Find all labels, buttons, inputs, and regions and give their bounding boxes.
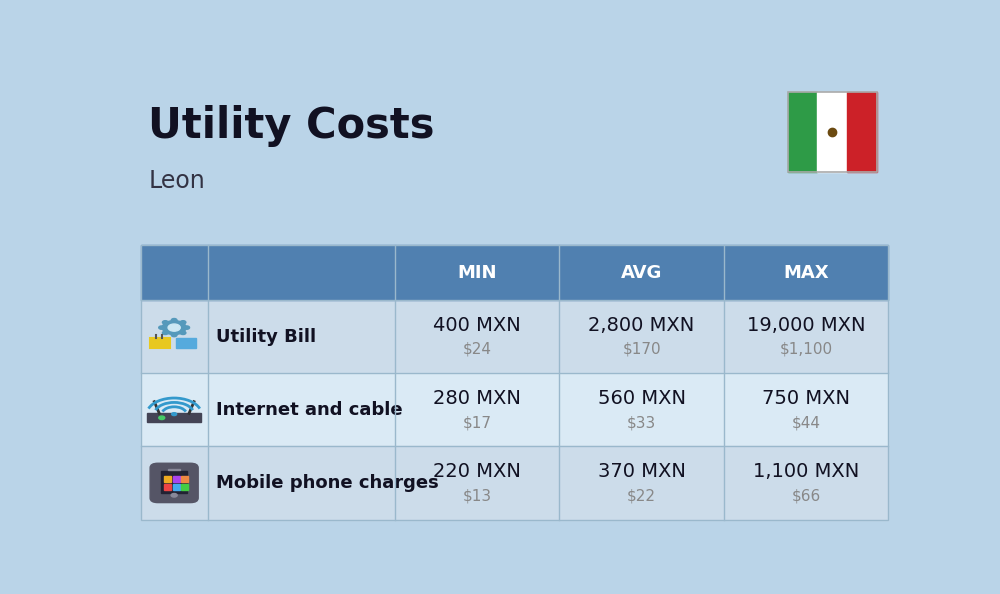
Bar — [181, 476, 188, 482]
Bar — [161, 471, 187, 493]
Circle shape — [171, 318, 177, 322]
Text: $22: $22 — [627, 488, 656, 503]
Bar — [817, 92, 847, 172]
Bar — [140, 373, 888, 446]
Bar — [164, 484, 171, 490]
Text: $170: $170 — [622, 342, 661, 357]
Text: $1,100: $1,100 — [780, 342, 833, 357]
Text: 370 MXN: 370 MXN — [598, 462, 686, 481]
Bar — [168, 469, 180, 470]
Bar — [847, 92, 877, 172]
Text: $17: $17 — [463, 415, 492, 430]
Text: $13: $13 — [462, 488, 492, 503]
Text: $33: $33 — [627, 415, 656, 430]
Text: $24: $24 — [463, 342, 492, 357]
Circle shape — [162, 321, 168, 324]
Bar — [147, 413, 201, 422]
Bar — [788, 92, 817, 172]
Text: MIN: MIN — [457, 264, 497, 282]
Bar — [173, 484, 180, 490]
Circle shape — [180, 331, 186, 334]
Circle shape — [184, 326, 190, 329]
Circle shape — [168, 324, 180, 331]
Bar — [140, 245, 888, 520]
Circle shape — [159, 326, 164, 329]
Text: AVG: AVG — [621, 264, 662, 282]
Bar — [140, 245, 888, 300]
Text: 280 MXN: 280 MXN — [433, 389, 521, 408]
Text: 1,100 MXN: 1,100 MXN — [753, 462, 859, 481]
Text: Mobile phone charges: Mobile phone charges — [216, 474, 438, 492]
Text: 19,000 MXN: 19,000 MXN — [747, 315, 865, 334]
Bar — [173, 476, 180, 482]
Circle shape — [162, 331, 168, 334]
Text: 750 MXN: 750 MXN — [762, 389, 850, 408]
Circle shape — [172, 413, 177, 416]
Bar — [140, 446, 888, 520]
Text: Leon: Leon — [148, 169, 205, 193]
Circle shape — [180, 321, 186, 324]
FancyBboxPatch shape — [150, 463, 198, 503]
Text: Utility Bill: Utility Bill — [216, 327, 316, 346]
Circle shape — [171, 333, 177, 337]
Text: MAX: MAX — [783, 264, 829, 282]
Text: Internet and cable: Internet and cable — [216, 401, 402, 419]
Text: 2,800 MXN: 2,800 MXN — [588, 315, 695, 334]
Text: 560 MXN: 560 MXN — [598, 389, 686, 408]
Bar — [150, 339, 170, 348]
Circle shape — [159, 416, 165, 419]
Text: $44: $44 — [792, 415, 821, 430]
Bar — [788, 92, 877, 172]
Text: Utility Costs: Utility Costs — [148, 105, 435, 147]
Bar — [181, 484, 188, 490]
Bar — [164, 476, 171, 482]
Bar — [176, 339, 196, 348]
Circle shape — [171, 494, 177, 497]
Text: 220 MXN: 220 MXN — [433, 462, 521, 481]
Circle shape — [162, 321, 186, 334]
Text: 400 MXN: 400 MXN — [433, 315, 521, 334]
Text: $66: $66 — [791, 488, 821, 503]
Bar — [140, 300, 888, 373]
